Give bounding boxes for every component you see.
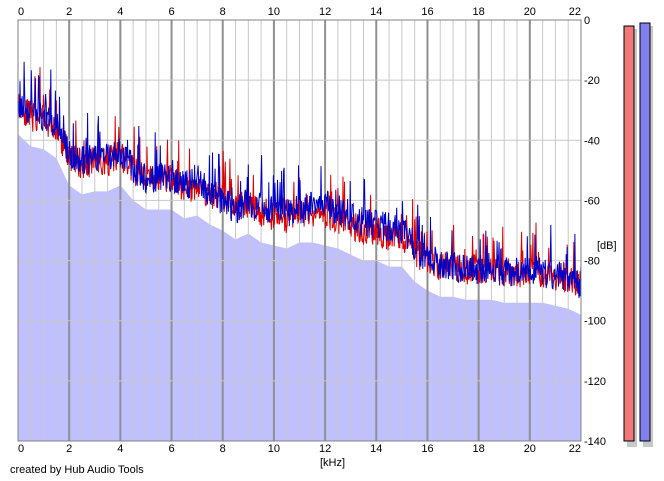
x-tick-label-bottom: 20 (524, 443, 536, 455)
x-axis-label: [kHz] (320, 457, 346, 469)
y-tick-label: -20 (584, 75, 600, 87)
footer-credit: created by Hub Audio Tools (10, 464, 144, 476)
series-line-2 (17, 61, 582, 299)
x-tick-label-top: 22 (569, 6, 581, 18)
x-tick-label-bottom: 18 (473, 443, 485, 455)
x-tick-label-top: 2 (66, 6, 72, 18)
level-meters (623, 22, 653, 448)
x-tick-label-bottom: 2 (66, 443, 72, 455)
meter-left (623, 25, 635, 442)
y-ticks: 0 -20 -40 -60 -80 -100 -120 -140 (584, 15, 606, 448)
x-tick-label-top: 8 (220, 6, 226, 18)
y-tick-label: -100 (584, 316, 606, 328)
y-tick-label: -140 (584, 436, 606, 448)
x-tick-label-top: 0 (18, 6, 24, 18)
y-tick-label: 0 (584, 15, 590, 27)
y-tick-label: -80 (584, 256, 600, 268)
y-tick-label: -120 (584, 376, 606, 388)
x-tick-label-bottom: 6 (168, 443, 174, 455)
x-tick-label-bottom: 22 (569, 443, 581, 455)
series-layer (17, 61, 582, 299)
x-tick-label-bottom: 16 (421, 443, 433, 455)
x-tick-label-top: 20 (524, 6, 536, 18)
x-tick-label-bottom: 4 (117, 443, 123, 455)
x-ticks-top: 0 2 4 6 8 10 12 14 16 18 20 22 (18, 6, 581, 18)
x-tick-label-top: 10 (268, 6, 280, 18)
meter-right (639, 22, 651, 442)
y-axis-label: [dB] (597, 240, 617, 252)
x-tick-label-bottom: 12 (319, 443, 331, 455)
x-tick-label-top: 6 (168, 6, 174, 18)
x-tick-label-top: 14 (370, 6, 382, 18)
x-tick-label-bottom: 10 (268, 443, 280, 455)
x-ticks-bottom: 0 2 4 6 8 10 12 14 16 18 20 22 (18, 443, 581, 455)
x-tick-label-top: 18 (473, 6, 485, 18)
x-tick-label-top: 4 (117, 6, 123, 18)
x-tick-label-bottom: 14 (370, 443, 382, 455)
x-tick-label-bottom: 0 (18, 443, 24, 455)
x-tick-label-top: 12 (319, 6, 331, 18)
y-tick-label: -60 (584, 195, 600, 207)
plot-frame (17, 19, 582, 442)
x-tick-label-top: 16 (421, 6, 433, 18)
x-tick-label-bottom: 8 (220, 443, 226, 455)
y-tick-label: -40 (584, 135, 600, 147)
